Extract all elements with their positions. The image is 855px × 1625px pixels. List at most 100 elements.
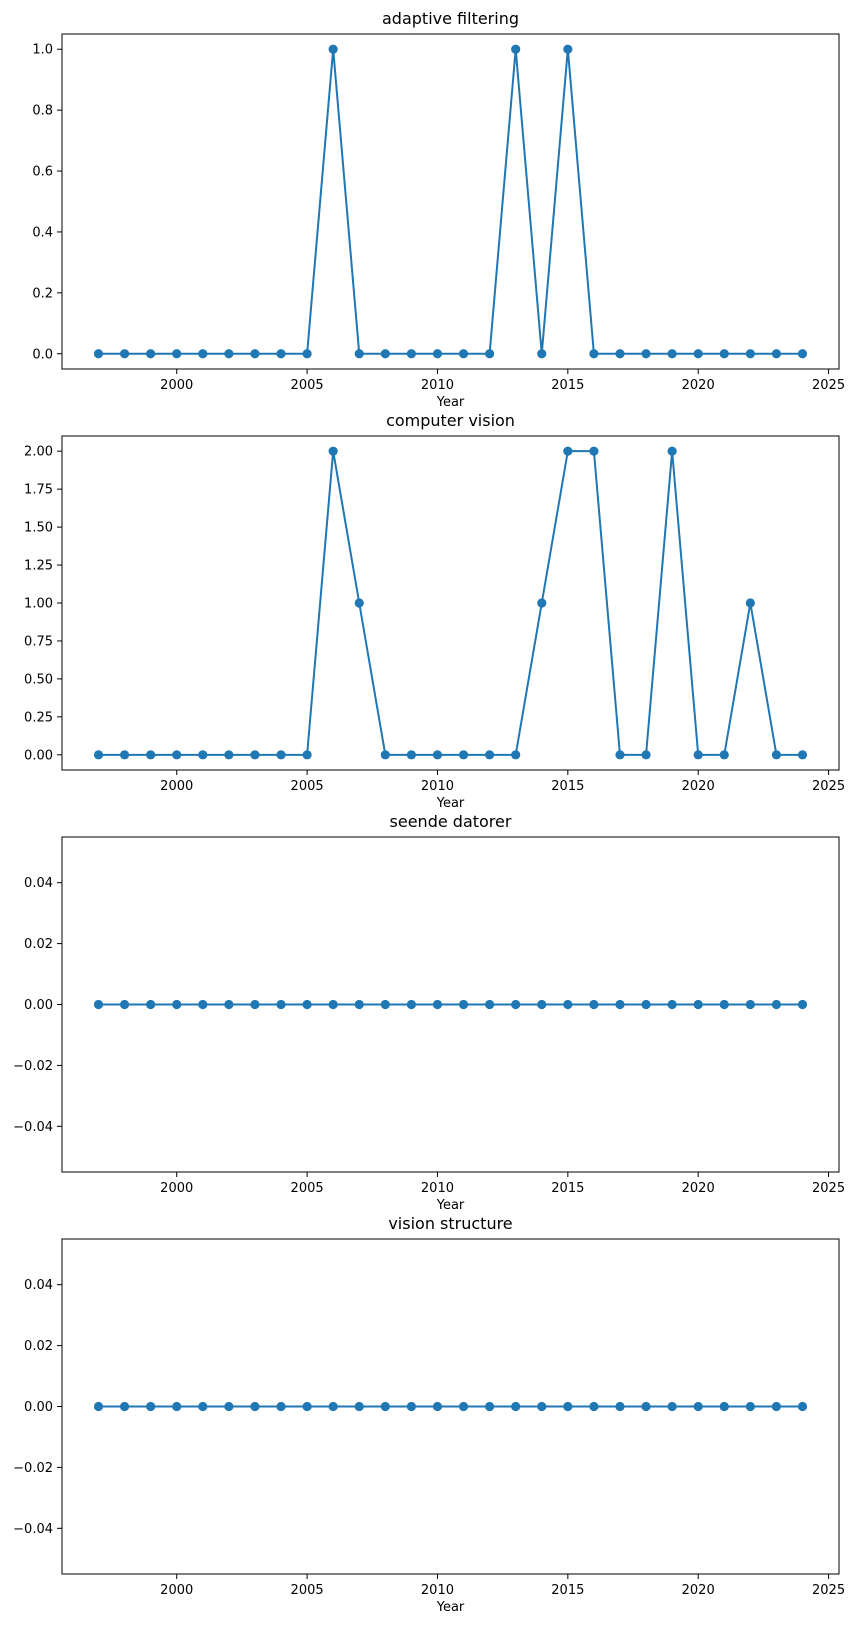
x-tick-label: 2010 [421,378,454,393]
data-point [276,349,286,359]
plot-frame [61,435,840,771]
data-point [302,999,312,1010]
data-point [93,349,104,359]
data-point [693,750,703,760]
data-point [354,598,364,608]
y-tick-label: 0.25 [24,710,53,725]
data-point [537,349,547,359]
data-point [511,44,521,54]
data-point [511,1401,521,1412]
data-point [224,349,234,359]
data-point [615,750,625,760]
chart-title: vision structure [388,1214,512,1233]
data-point [667,446,677,456]
data-point [485,750,495,760]
y-tick-label: 0.6 [32,165,53,180]
y-tick-label: 0.2 [32,286,53,301]
data-point [302,1401,312,1412]
data-point [119,1401,130,1412]
data-point [797,750,808,760]
plot-frame [61,33,840,370]
data-point [276,999,286,1010]
x-tick-label: 2005 [291,378,324,393]
data-point [589,1401,599,1412]
data-point [641,750,651,760]
subplot-3: seende datorer 2000 2005 2010 2015 2020 2025 −0… [13,812,845,1213]
data-point [380,349,390,359]
y-tick-label: 0.50 [24,672,53,687]
data-point [93,1401,104,1412]
data-point [537,1401,547,1412]
x-axis-label: Year [436,395,465,410]
data-point [354,349,364,359]
data-point [406,349,416,359]
data-point [771,999,782,1010]
y-tick-label: −0.04 [13,1522,53,1537]
data-point [406,1401,416,1412]
x-tick-label: 2005 [291,779,324,794]
data-point [458,999,469,1010]
data-point [771,750,782,760]
data-point [641,1401,651,1412]
data-point [589,446,599,456]
y-tick-label: −0.02 [13,1461,53,1476]
data-point [224,999,234,1010]
data-point [354,999,364,1010]
x-tick-label: 2015 [551,378,584,393]
data-point [432,1401,443,1412]
data-point [198,999,208,1010]
data-point [667,349,677,359]
x-tick-label: 2010 [421,1583,454,1598]
x-tick-label: 2025 [812,779,845,794]
data-point [432,999,443,1010]
data-point [485,349,495,359]
x-tick-label: 2000 [160,1583,193,1598]
y-tick-label: 0.00 [24,1400,53,1415]
data-point [119,999,130,1010]
data-point [172,1401,182,1412]
data-point [328,446,338,456]
data-point [119,349,130,359]
data-point [511,999,521,1010]
y-tick-label: −0.04 [13,1120,53,1135]
data-point [719,750,729,760]
y-tick-label: 1.75 [24,483,53,498]
x-tick-label: 2025 [812,1181,845,1196]
x-tick-label: 2000 [160,378,193,393]
y-tick-label: 0.8 [32,104,53,119]
plot-frame [61,836,840,1173]
data-point [589,999,599,1010]
x-tick-label: 2020 [682,378,715,393]
data-point [485,999,495,1010]
x-tick-label: 2000 [160,1181,193,1196]
data-point [406,999,416,1010]
data-point [432,750,443,760]
data-point [771,349,782,359]
data-point [537,999,547,1010]
data-point [328,999,338,1010]
x-tick-label: 2000 [160,779,193,794]
y-tick-label: 1.0 [32,43,53,58]
data-point [693,999,703,1010]
x-axis-label: Year [436,796,465,811]
x-tick-label: 2020 [682,779,715,794]
y-tick-label: −0.02 [13,1059,53,1074]
data-point [328,1401,338,1412]
data-point [797,1401,808,1412]
subplot-2: computer vision 2000 2005 2010 2015 2020 2025 0… [24,411,845,811]
data-point [198,750,208,760]
data-point [172,349,182,359]
y-tick-label: 2.00 [24,445,53,460]
data-point [380,999,390,1010]
data-point [93,999,104,1010]
data-point [563,1401,573,1412]
x-tick-label: 2010 [421,779,454,794]
data-point [146,1401,156,1412]
data-point [589,349,599,359]
data-point [224,1401,234,1412]
x-axis-label: Year [436,1198,465,1213]
data-point [328,44,338,54]
data-point [797,999,808,1010]
data-point [667,999,677,1010]
y-tick-label: 0.04 [24,876,53,891]
